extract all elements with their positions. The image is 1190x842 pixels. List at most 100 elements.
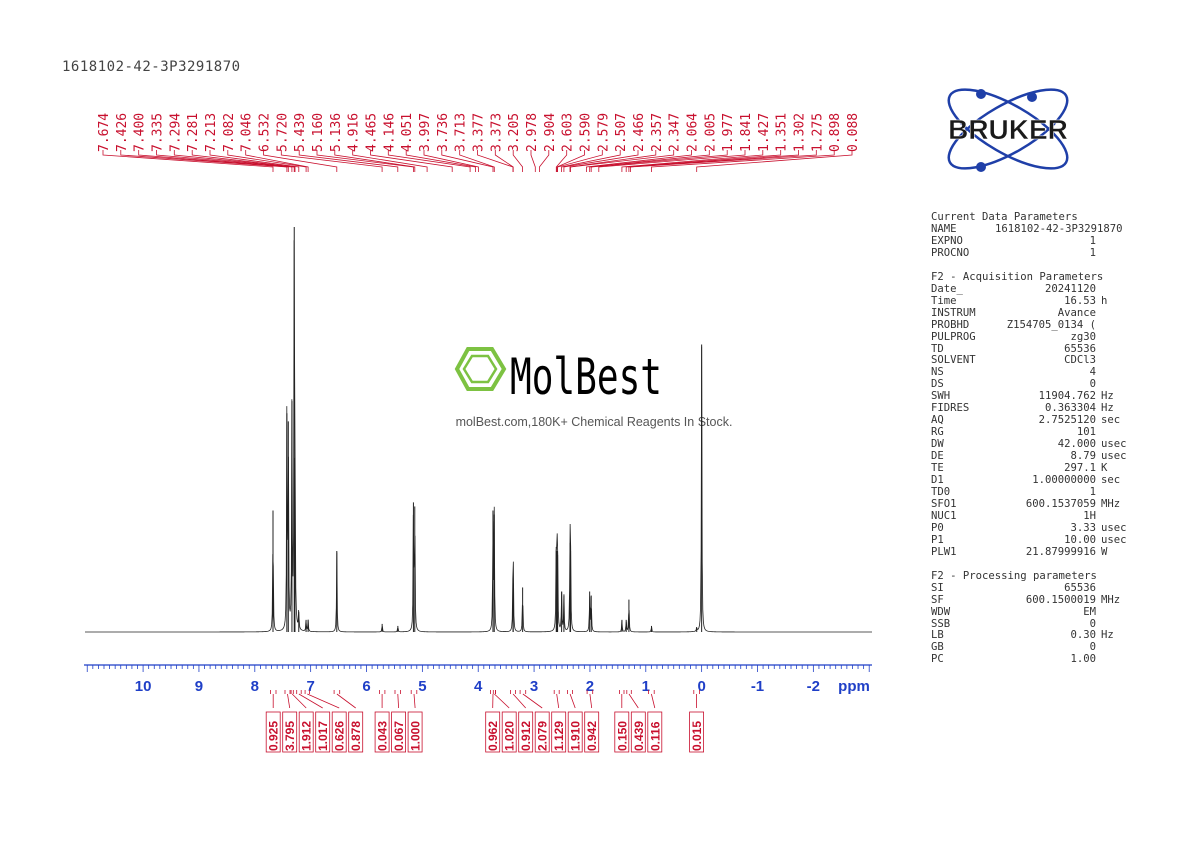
param-unit: Hz xyxy=(1101,390,1114,403)
tick-label-2: 2 xyxy=(586,678,594,695)
peak-connector-13 xyxy=(334,150,416,172)
peak-connector-35 xyxy=(590,150,728,172)
param-key: DS xyxy=(931,378,944,391)
peak-connector-3 xyxy=(156,150,293,172)
peak-connector-0 xyxy=(102,150,274,172)
tick-label-8: 8 xyxy=(251,678,259,695)
peak-label-34: 2.005 xyxy=(703,113,718,152)
param-value: 0 xyxy=(1089,617,1096,630)
param-key: PROCNO xyxy=(931,246,970,259)
param-key: LB xyxy=(931,629,944,642)
param-row-si: SI 65536 xyxy=(931,581,1141,595)
param-unit: MHz xyxy=(1101,593,1121,606)
watermark-tagline: molBest.com,180K+ Chemical Reagents In S… xyxy=(456,415,733,429)
peak-label-16: 4.146 xyxy=(382,113,397,152)
integral-box-4 xyxy=(331,711,347,753)
integral-bracket-11 xyxy=(510,690,526,709)
param-value: CDCl3 xyxy=(1064,354,1096,367)
peak-connector-25 xyxy=(539,150,550,172)
peak-label-25: 2.904 xyxy=(543,113,558,152)
peak-connector-39 xyxy=(628,150,799,172)
param-unit xyxy=(1096,308,1141,320)
integral-box-13 xyxy=(551,711,567,753)
integral-value-8: 1.000 xyxy=(409,721,423,751)
peak-connector-1 xyxy=(120,150,288,172)
param-key: DW xyxy=(931,438,944,451)
tick-label--2: -2 xyxy=(807,678,820,695)
peak-label-26: 2.603 xyxy=(561,113,576,152)
integral-value-15: 0.942 xyxy=(585,721,599,751)
integral-bracket-19 xyxy=(693,690,700,708)
param-key: SFO1 xyxy=(931,497,957,510)
bruker-logo-text: BRUKER xyxy=(948,114,1068,145)
peak-connector-27 xyxy=(556,150,585,172)
bruker-logo: BRUKER xyxy=(947,88,1069,172)
param-row-gb: GB 0 xyxy=(931,641,1141,654)
integral-box-5 xyxy=(348,711,364,753)
peak-label-17: 4.051 xyxy=(400,113,415,152)
processing-params-list: SI 65536 SF 600.1500019 MHz WDW EM SSB 0 LB 0.30 Hz… xyxy=(931,581,1141,667)
param-key: WDW xyxy=(931,605,951,618)
peak-label-29: 2.507 xyxy=(614,113,629,152)
param-row-probhd: PROBHD Z154705_0134 ( xyxy=(931,318,1141,332)
integral-box-3 xyxy=(315,711,331,753)
peak-connector-19 xyxy=(441,150,494,172)
integral-box-8 xyxy=(407,711,423,753)
param-value: 4 xyxy=(1089,366,1096,379)
param-value: 1 xyxy=(1089,234,1096,247)
param-row-de: DE 8.79 usec xyxy=(931,450,1141,463)
peak-connector-5 xyxy=(191,150,296,172)
integral-box-19 xyxy=(689,711,704,753)
peak-connector-10 xyxy=(280,150,383,172)
param-unit xyxy=(1096,654,1141,666)
peak-label-15: 4.465 xyxy=(365,113,380,152)
integral-box-17 xyxy=(630,711,646,753)
integral-bracket-15 xyxy=(586,690,594,709)
integral-value-9: 0.962 xyxy=(486,721,500,751)
peak-connector-8 xyxy=(245,150,309,172)
param-row-lb: LB 0.30 Hz xyxy=(931,630,1141,642)
peak-label-20: 3.713 xyxy=(454,113,469,152)
peak-connector-6 xyxy=(209,150,300,172)
peak-connector-40 xyxy=(630,150,817,172)
processing-params-title: F2 - Processing parameters xyxy=(931,569,1097,582)
param-unit: W xyxy=(1101,545,1108,558)
integral-value-11: 0.912 xyxy=(519,721,533,751)
peak-connector-30 xyxy=(563,150,639,172)
param-unit xyxy=(1096,607,1141,619)
param-row-td0: TD0 1 xyxy=(931,486,1141,499)
integral-box-2 xyxy=(298,711,314,753)
integral-bracket-2 xyxy=(290,690,307,709)
peak-label-19: 3.736 xyxy=(436,113,451,152)
param-unit: usec xyxy=(1101,533,1127,546)
param-unit xyxy=(1096,320,1141,332)
integral-value-18: 0.116 xyxy=(648,721,662,751)
param-value: 16.53 xyxy=(1064,294,1096,307)
param-key: SI xyxy=(931,581,944,594)
peak-connector-22 xyxy=(494,150,514,172)
param-key: EXPNO xyxy=(931,234,963,247)
param-key: SWH xyxy=(931,390,951,403)
param-key: PULPROG xyxy=(931,330,976,343)
param-row-instrum: INSTRUM Avance xyxy=(931,306,1141,320)
param-key: FIDRES xyxy=(931,402,970,415)
integral-box-0 xyxy=(265,711,281,753)
integral-bracket-12 xyxy=(519,690,543,709)
param-unit: Hz xyxy=(1101,629,1114,642)
param-row-p1: P1 10.00 usec xyxy=(931,533,1141,547)
param-value: 11904.762 xyxy=(1038,390,1096,403)
peak-label-18: 3.997 xyxy=(418,113,433,152)
param-row-procno: PROCNO 1 xyxy=(931,246,1141,260)
param-key: PC xyxy=(931,653,944,666)
atom-orbit-icon xyxy=(947,88,1069,172)
param-value: Avance xyxy=(1057,306,1096,319)
acquisition-parameters-panel: Current Data Parameters NAME 1618102-42-3… xyxy=(931,211,1141,667)
peak-connector-29 xyxy=(561,150,621,172)
peak-label-0: 7.674 xyxy=(97,113,112,152)
integral-bracket-16 xyxy=(619,690,625,708)
param-row-rg: RG 101 xyxy=(931,426,1141,439)
param-key: PROBHD xyxy=(931,318,970,331)
integral-bracket-10 xyxy=(492,690,510,709)
param-value: 600.1500019 xyxy=(1025,593,1096,606)
integral-value-17: 0.439 xyxy=(632,721,646,751)
